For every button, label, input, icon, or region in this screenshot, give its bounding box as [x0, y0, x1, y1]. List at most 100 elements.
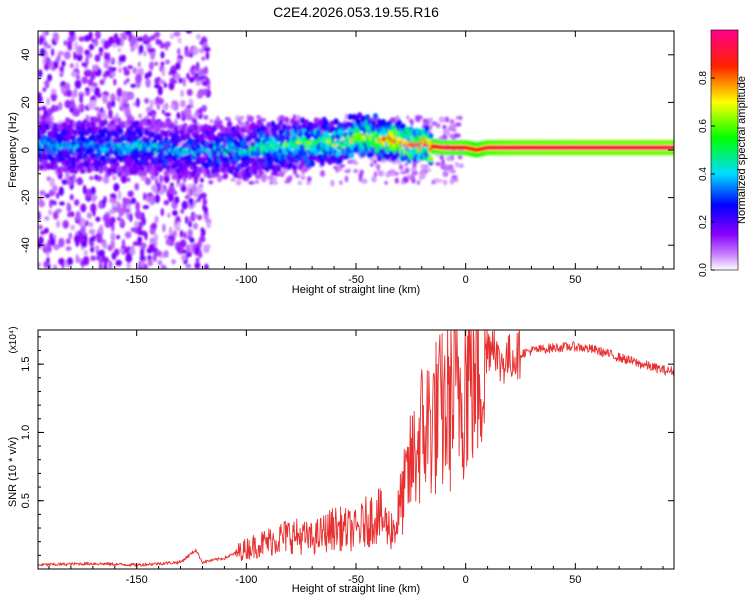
spectrogram-speckle	[44, 193, 51, 198]
spectrogram-speckle	[63, 51, 71, 60]
spectrogram-cell	[357, 112, 363, 119]
spectrogram-speckle	[194, 262, 201, 269]
spectrogram-speckle	[62, 220, 69, 229]
spectrogram-speckle	[389, 173, 396, 177]
spectrogram-speckle	[126, 78, 130, 83]
colorbar-tick-label: 0.6	[698, 119, 709, 133]
spectrogram-cell	[179, 128, 185, 136]
x-tick-label: 50	[569, 574, 581, 586]
spectrogram-speckle	[201, 104, 208, 113]
spectrogram-cell	[183, 163, 189, 170]
spectrogram-speckle	[122, 197, 127, 204]
spectrogram-speckle	[90, 240, 94, 247]
spectrogram-speckle	[163, 250, 169, 258]
colorbar-tick-label: 0.2	[698, 215, 709, 229]
spectrogram-speckle	[173, 31, 181, 37]
spectrogram-cell	[207, 125, 213, 132]
spectrogram-speckle	[195, 257, 200, 264]
spectrogram-speckle	[67, 212, 72, 218]
spectrogram-speckle	[455, 116, 462, 120]
spectrogram-speckle	[137, 212, 143, 220]
spectrogram-speckle	[230, 178, 236, 182]
spectrogram-speckle	[208, 180, 214, 185]
spectrogram-speckle	[41, 105, 47, 111]
bottom-x-axis-label: Height of straight line (km)	[292, 583, 420, 595]
spectrogram-speckle	[50, 92, 57, 102]
spectrogram-speckle	[50, 237, 56, 247]
spectrogram-speckle	[163, 200, 170, 206]
spectrogram-speckle	[90, 85, 94, 93]
spectrogram-speckle	[84, 220, 89, 226]
spectrogram-speckle	[38, 95, 43, 103]
spectrogram-cell	[96, 160, 102, 168]
spectrogram-speckle	[95, 216, 101, 222]
spectrogram-speckle	[120, 175, 128, 184]
spectrogram-speckle	[195, 80, 202, 86]
spectrogram-speckle	[186, 113, 193, 121]
spectrogram-speckle	[79, 94, 83, 104]
spectrogram-speckle	[319, 170, 326, 177]
spectrogram-cell	[90, 121, 96, 128]
spectrogram-cell	[270, 120, 276, 128]
bottom-x-axis-ticks: -150 -100 50 0 -50	[48, 330, 664, 586]
spectrogram-speckle	[344, 175, 349, 183]
spectrogram-speckle	[406, 115, 410, 119]
spectrogram-speckle	[135, 97, 140, 108]
spectrogram-speckle	[442, 164, 449, 169]
spectrogram-speckle	[74, 199, 80, 206]
spectrogram-speckle	[67, 40, 72, 50]
spectrogram-speckle	[442, 129, 450, 135]
spectrogram-speckle	[44, 216, 50, 221]
spectrogram-speckle	[115, 259, 122, 267]
spectrogram-speckle	[240, 121, 245, 128]
spectrogram-cell	[179, 155, 185, 162]
spectrogram-speckle	[431, 121, 438, 126]
y-tick-label: 40	[20, 49, 32, 61]
spectrogram-cell	[114, 132, 120, 139]
spectrogram-speckle	[142, 40, 150, 45]
spectrogram-speckle	[162, 104, 168, 109]
spectrogram-speckle	[295, 174, 300, 178]
spectrogram-cell	[388, 150, 394, 158]
spectrogram-speckle	[194, 198, 199, 203]
spectrogram-speckle	[347, 159, 353, 164]
spectrogram-speckle	[66, 257, 74, 266]
spectrogram-speckle	[180, 184, 187, 193]
spectrogram-speckle	[195, 72, 199, 79]
spectrogram-cell	[104, 136, 110, 143]
spectrogram-cell	[217, 175, 223, 183]
spectrogram-speckle	[200, 89, 208, 96]
spectrogram-speckle	[38, 236, 44, 246]
spectrogram-speckle	[38, 69, 43, 78]
spectrogram-speckle	[171, 100, 178, 105]
spectrogram-speckle	[153, 61, 159, 66]
spectrogram-speckle	[88, 228, 96, 235]
spectrogram-speckle	[61, 60, 66, 67]
spectrogram-speckle	[247, 115, 254, 123]
spectrogram-speckle	[94, 174, 99, 181]
spectrogram-speckle	[378, 170, 382, 177]
spectrogram-speckle	[150, 99, 154, 109]
spectrogram-speckle	[100, 107, 104, 113]
spectrogram-speckle	[86, 212, 92, 219]
spectrogram-speckle	[160, 208, 164, 217]
spectrogram-cell	[151, 122, 158, 129]
spectrogram-cell	[163, 169, 169, 177]
spectrogram-speckle	[119, 104, 125, 112]
spectrogram-speckle	[90, 203, 97, 213]
spectrogram-speckle	[261, 177, 267, 183]
spectrogram-speckle	[453, 133, 461, 138]
spectrogram-speckle	[149, 200, 154, 206]
spectrogram-speckle	[175, 181, 181, 188]
spectrogram-speckle	[38, 224, 43, 230]
spectrogram-speckle	[451, 128, 457, 133]
spectrogram-speckle	[78, 36, 86, 42]
spectrogram-speckle	[181, 254, 187, 261]
spectrogram-cell	[222, 172, 229, 180]
spectrogram-speckle	[143, 263, 148, 269]
spectrogram-speckle	[188, 220, 193, 228]
spectrogram-speckle	[180, 89, 184, 97]
spectrogram-speckle	[144, 72, 150, 80]
spectrogram-speckle	[415, 116, 420, 122]
spectrogram-speckle	[91, 234, 96, 242]
